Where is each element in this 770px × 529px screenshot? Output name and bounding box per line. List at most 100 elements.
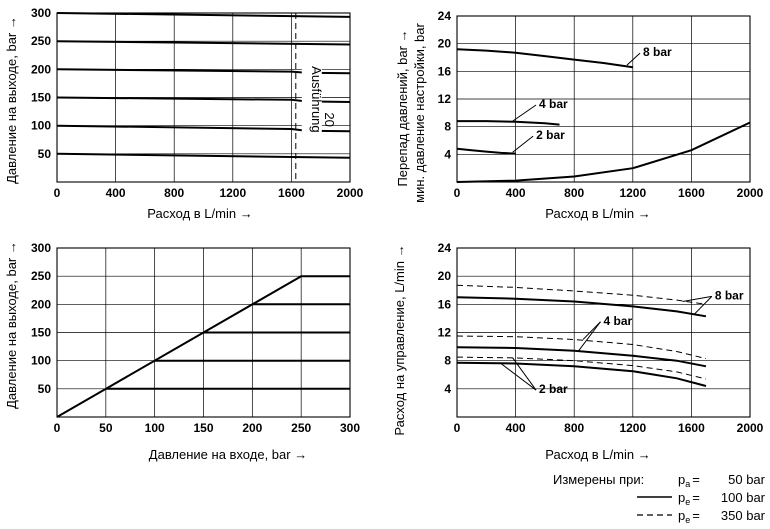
annotation-background — [301, 61, 322, 154]
series-line — [456, 356, 707, 380]
label-leader-line — [500, 363, 537, 391]
y-tick-label: 24 — [438, 9, 452, 23]
y-tick-label: 24 — [438, 241, 452, 255]
series-line — [456, 147, 516, 155]
x-axis-label: Расход в L/min → — [147, 206, 252, 221]
series-line — [456, 361, 707, 387]
series-line — [456, 48, 633, 69]
label-leader-line — [693, 296, 713, 315]
y-tick-label: 200 — [31, 62, 51, 76]
annotation-label: 20 — [322, 112, 337, 126]
series-label: 2 bar — [536, 128, 565, 142]
chart-outlet-vs-inlet-pressure: Давление на выходе, bar → Давление на вх… — [4, 241, 360, 462]
label-leader-line — [626, 52, 641, 66]
legend-title: Измерены при: — [553, 472, 644, 487]
y-axis-label: Расход на управление, L/min → — [392, 244, 407, 435]
x-tick-label: 800 — [164, 186, 184, 200]
label-leader-line — [512, 104, 537, 122]
x-tick-label: 800 — [564, 186, 584, 200]
chart-pressure-drop-vs-flow: Перепад давлений, bar → мин. давление на… — [395, 9, 764, 221]
plot-frame — [456, 15, 751, 183]
x-tick-label: 1200 — [619, 421, 646, 435]
legend-row-pe-dashed: pe = 350 bar — [637, 508, 766, 525]
x-tick-label: 0 — [454, 421, 461, 435]
series-line — [56, 12, 351, 18]
legend-param: pe = — [678, 490, 700, 507]
y-tick-label: 200 — [31, 297, 51, 311]
x-axis-label: Расход в L/min → — [545, 206, 650, 221]
series-line — [56, 68, 351, 75]
x-tick-label: 1600 — [278, 186, 305, 200]
label-leader-line — [582, 321, 601, 340]
x-tick-label: 2000 — [737, 421, 764, 435]
y-tick-label: 20 — [438, 269, 452, 283]
series-label: 8 bar — [643, 45, 672, 59]
chart-control-flow-vs-flow: Расход на управление, L/min → Расход в L… — [392, 241, 764, 462]
label-leader-line — [512, 357, 537, 391]
chart-outlet-pressure-vs-flow: Давление на выходе, bar → Расход в L/min… — [4, 6, 364, 221]
series-label: 4 bar — [604, 314, 633, 328]
annotation-label: Ausführung — [309, 66, 324, 132]
series-line — [56, 152, 351, 159]
y-axis-label-secondary: мин. давление настройки, bar — [412, 22, 427, 202]
y-tick-label: 100 — [31, 354, 51, 368]
plot-frame — [456, 247, 751, 418]
legend-param: pe = — [678, 508, 700, 525]
series-label: 2 bar — [539, 382, 568, 396]
y-tick-label: 250 — [31, 34, 51, 48]
series-line — [456, 121, 751, 183]
x-tick-label: 1600 — [678, 421, 705, 435]
x-tick-label: 1200 — [619, 186, 646, 200]
y-tick-label: 16 — [438, 297, 452, 311]
series-line — [456, 335, 707, 360]
series-line — [56, 275, 350, 418]
x-tick-label: 1200 — [219, 186, 246, 200]
x-tick-label: 400 — [506, 421, 526, 435]
legend-row-pa: pa = 50 bar — [678, 472, 766, 489]
y-axis-label: Давление на выходе, bar → — [4, 16, 19, 184]
x-tick-label: 2000 — [737, 186, 764, 200]
x-tick-label: 250 — [291, 421, 311, 435]
y-tick-label: 8 — [444, 120, 451, 134]
label-leader-line — [682, 295, 712, 303]
x-tick-label: 0 — [454, 186, 461, 200]
y-tick-label: 250 — [31, 269, 51, 283]
y-tick-label: 8 — [444, 354, 451, 368]
x-tick-label: 0 — [54, 186, 61, 200]
y-tick-label: 12 — [438, 92, 452, 106]
y-tick-label: 50 — [38, 382, 52, 396]
y-tick-label: 4 — [444, 382, 451, 396]
x-tick-label: 1600 — [678, 186, 705, 200]
series-line — [56, 40, 351, 46]
legend-value: 100 bar — [721, 490, 766, 505]
y-tick-label: 50 — [38, 147, 52, 161]
y-tick-label: 12 — [438, 326, 452, 340]
y-tick-label: 150 — [31, 91, 51, 105]
series-label: 4 bar — [539, 97, 568, 111]
x-tick-label: 200 — [242, 421, 262, 435]
series-label: 8 bar — [715, 288, 744, 302]
series-line — [457, 120, 560, 126]
x-tick-label: 150 — [193, 421, 213, 435]
series-line — [56, 96, 351, 103]
x-tick-label: 800 — [564, 421, 584, 435]
y-tick-label: 20 — [438, 37, 452, 51]
series-line — [56, 124, 351, 133]
x-axis-label: Расход в L/min → — [545, 447, 650, 462]
x-tick-label: 50 — [99, 421, 113, 435]
y-tick-label: 4 — [444, 147, 451, 161]
y-tick-label: 100 — [31, 119, 51, 133]
y-axis-label: Перепад давлений, bar → — [395, 29, 410, 186]
series-line — [456, 346, 707, 368]
legend-value: 50 bar — [728, 472, 766, 487]
legend: Измерены при: pa = 50 bar pe = 100 bar pe =… — [553, 472, 766, 525]
series-line — [456, 284, 707, 305]
y-tick-label: 300 — [31, 6, 51, 20]
x-tick-label: 2000 — [337, 186, 364, 200]
x-tick-label: 400 — [106, 186, 126, 200]
x-tick-label: 400 — [506, 186, 526, 200]
legend-value: 350 bar — [721, 508, 766, 523]
label-leader-line — [512, 135, 534, 153]
legend-row-pe-solid: pe = 100 bar — [637, 490, 766, 507]
